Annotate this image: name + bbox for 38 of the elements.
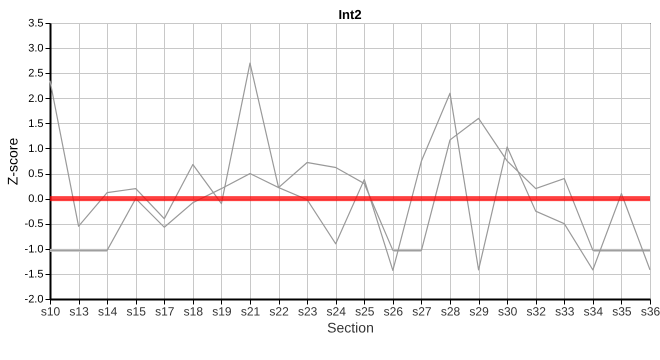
- x-tick-label: s36: [640, 304, 660, 318]
- y-tick-label: 2.0: [28, 92, 44, 105]
- x-tick-label: s18: [184, 304, 204, 318]
- y-tick-label: 1.0: [28, 142, 44, 155]
- x-tick-label: s15: [126, 304, 146, 318]
- x-tick-label: s27: [412, 304, 432, 318]
- x-tick-label: s19: [212, 304, 232, 318]
- x-tick-label: s14: [98, 304, 118, 318]
- x-tick-label: s29: [469, 304, 490, 318]
- x-tick-label: s24: [326, 304, 346, 318]
- y-tick-label: 3.5: [28, 18, 44, 30]
- y-tick-label: 3.0: [28, 42, 44, 55]
- x-tick-label: s25: [355, 304, 375, 318]
- x-tick-label: s21: [240, 304, 260, 318]
- x-tick-label: s26: [384, 304, 404, 318]
- x-axis-title: Section: [327, 320, 374, 336]
- chart-title: Int2: [338, 7, 362, 22]
- x-tick-label: s35: [612, 304, 632, 318]
- y-tick-label: -1.0: [24, 243, 44, 256]
- x-tick-label: s34: [584, 304, 604, 318]
- x-tick-label: s28: [440, 304, 460, 318]
- x-tick-label: s23: [298, 304, 318, 318]
- x-tick-label: s13: [69, 304, 90, 318]
- x-tick-label: s33: [555, 304, 575, 318]
- x-tick-label: s32: [526, 304, 546, 318]
- x-tick-label: s17: [155, 304, 175, 318]
- y-axis-title: Z-score: [4, 138, 21, 186]
- x-tick-label: s10: [40, 304, 60, 318]
- x-tick-label: s22: [269, 304, 290, 318]
- line-series: [49, 62, 651, 271]
- y-tick-label: 0.0: [28, 193, 44, 206]
- y-tick-label: -2.0: [24, 294, 44, 306]
- y-tick-label: 1.5: [28, 118, 44, 130]
- y-tick-label: 2.5: [28, 68, 44, 80]
- y-tick-label: -0.5: [24, 218, 44, 230]
- x-tick-label: s30: [498, 304, 518, 318]
- y-tick-label: 0.5: [28, 168, 44, 180]
- y-tick-label: -1.5: [24, 268, 44, 280]
